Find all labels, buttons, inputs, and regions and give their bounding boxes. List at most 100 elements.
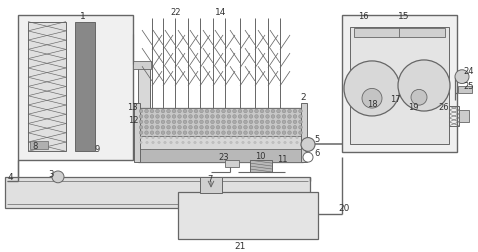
Circle shape [216,131,220,134]
Bar [458,86,472,93]
Circle shape [167,109,170,113]
Circle shape [244,131,247,134]
Bar [459,110,469,122]
Circle shape [205,131,209,134]
Circle shape [255,120,258,124]
Circle shape [200,109,203,113]
Circle shape [303,152,313,162]
Circle shape [411,89,427,105]
Circle shape [260,115,264,118]
Circle shape [230,136,232,139]
Circle shape [272,136,274,139]
Text: 13: 13 [127,103,138,112]
Circle shape [278,141,280,144]
Circle shape [205,125,209,129]
Circle shape [248,141,250,144]
Text: 21: 21 [234,242,245,251]
Circle shape [293,120,297,124]
Bar [138,136,303,149]
Circle shape [260,136,262,139]
Text: 8: 8 [32,142,37,151]
Circle shape [156,125,159,129]
Text: 10: 10 [255,152,265,161]
Circle shape [200,141,202,144]
Circle shape [266,120,269,124]
Circle shape [188,136,190,139]
Circle shape [172,125,176,129]
Circle shape [278,136,280,139]
Circle shape [158,141,160,144]
Circle shape [282,120,286,124]
Circle shape [139,115,143,118]
Circle shape [145,109,148,113]
Circle shape [299,109,302,113]
Circle shape [52,171,64,183]
Bar [18,15,133,160]
Circle shape [216,125,220,129]
Circle shape [211,115,214,118]
Circle shape [293,115,297,118]
Circle shape [164,136,166,139]
Circle shape [277,125,280,129]
Circle shape [277,131,280,134]
Circle shape [205,115,209,118]
Circle shape [139,125,143,129]
Bar [178,192,318,239]
Circle shape [288,109,291,113]
Circle shape [222,131,225,134]
Circle shape [158,136,160,139]
Circle shape [140,136,142,139]
Bar [301,103,307,162]
Circle shape [150,125,154,129]
Circle shape [145,120,148,124]
Circle shape [398,60,450,111]
Circle shape [224,141,226,144]
Circle shape [145,115,148,118]
Bar [138,108,303,136]
Circle shape [205,109,209,113]
Circle shape [194,120,198,124]
Circle shape [156,131,159,134]
Circle shape [145,131,148,134]
Circle shape [164,141,166,144]
Circle shape [140,141,142,144]
Circle shape [290,136,292,139]
Circle shape [167,131,170,134]
Circle shape [156,109,159,113]
Circle shape [161,109,165,113]
Circle shape [167,115,170,118]
Circle shape [183,109,187,113]
Circle shape [178,131,181,134]
Circle shape [255,125,258,129]
Circle shape [145,125,148,129]
Circle shape [211,125,214,129]
Bar [250,160,272,172]
Circle shape [271,131,275,134]
Circle shape [266,115,269,118]
Text: 1: 1 [80,12,86,21]
Circle shape [249,131,253,134]
Circle shape [238,115,242,118]
Circle shape [236,136,238,139]
Circle shape [172,120,176,124]
Text: 22: 22 [170,8,181,17]
Circle shape [282,115,286,118]
Circle shape [238,109,242,113]
Circle shape [255,131,258,134]
Circle shape [170,141,172,144]
Circle shape [301,138,315,151]
Text: 15: 15 [398,12,410,21]
Circle shape [344,61,400,116]
Circle shape [212,141,214,144]
Text: 23: 23 [218,153,228,162]
Circle shape [194,115,198,118]
Text: 25: 25 [463,82,474,90]
Bar [138,64,150,160]
Circle shape [244,125,247,129]
Circle shape [233,109,236,113]
Circle shape [150,115,154,118]
Circle shape [249,125,253,129]
Circle shape [230,141,232,144]
Circle shape [271,115,275,118]
Circle shape [296,136,298,139]
